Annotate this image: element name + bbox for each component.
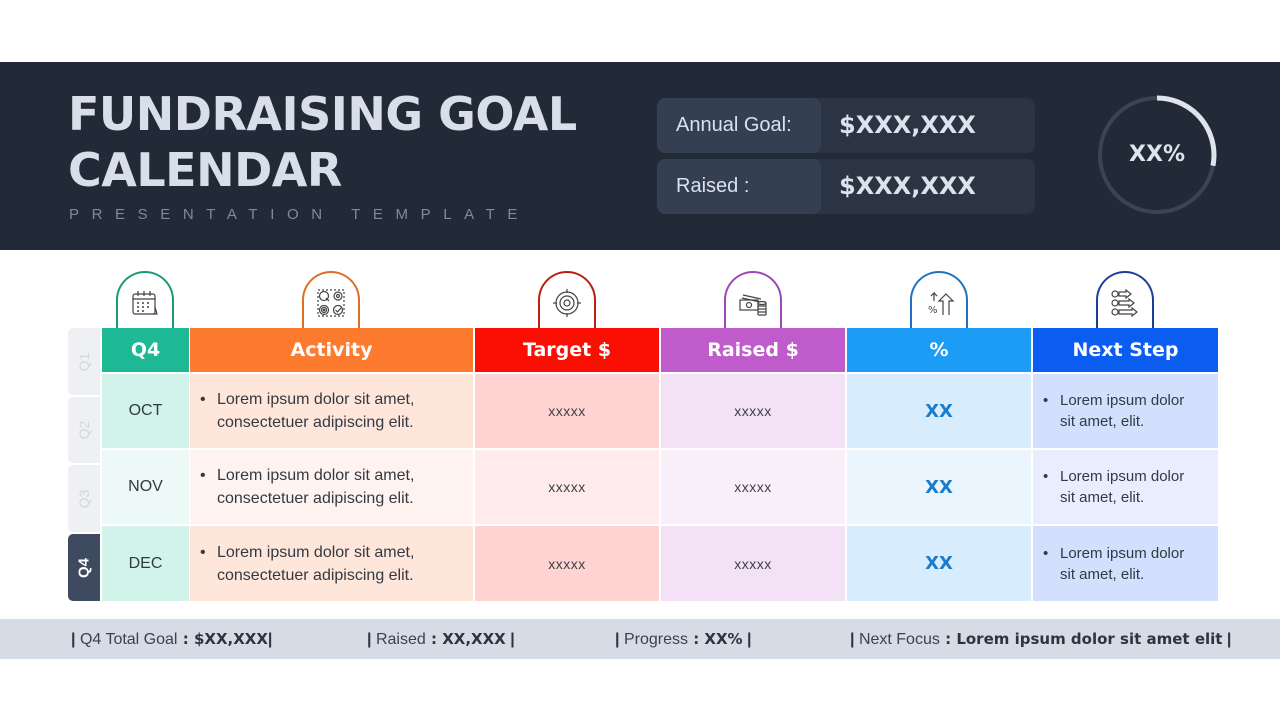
quarter-tab-q1[interactable]: Q1 [68,328,100,395]
column-header-next-step: Next Step [1033,328,1218,372]
percent-growth-icon-tab: % [910,271,968,328]
goal-table: Q4 Activity Target $ Raised $ % Next Ste… [102,328,1218,601]
table-row-nov-next-step: Lorem ipsum dolor sit amet, elit. [1033,450,1218,524]
summary-next-focus-value: Lorem ipsum dolor sit amet elit [956,630,1223,648]
quarter-tab-label: Q4 [75,557,93,578]
table-row-oct-next-step: Lorem ipsum dolor sit amet, elit. [1033,374,1218,448]
table-row-nov-activity: Lorem ipsum dolor sit amet, consectetuer… [190,450,473,524]
summary-raised-label: Raised [375,631,426,648]
money-icon-tab [724,271,782,328]
calendar-icon-tab [116,271,174,328]
summary-raised-value: XX,XXX [442,630,506,648]
next-step-text: Lorem ipsum dolor sit amet, elit. [1033,390,1203,432]
target-icon-tab [538,271,596,328]
summary-progress-value: XX% [704,630,743,648]
page-title: FUNDRAISING GOAL CALENDAR [68,86,577,198]
summary-progress: | Progress : XX% | [615,630,752,648]
strategy-icon [317,288,345,317]
steps-icon [1111,288,1138,317]
table-row-nov-month: NOV [102,450,189,524]
raised-label: Raised : [657,159,821,214]
table-row-nov-percent: XX [847,450,1031,524]
table-row-dec-percent: XX [847,526,1031,601]
header-banner: FUNDRAISING GOAL CALENDAR PRESENTATION T… [0,62,1280,250]
annual-goal-value: $XXX,XXX [839,111,976,139]
summary-progress-label: Progress [623,631,688,648]
table-row-dec-next-step: Lorem ipsum dolor sit amet, elit. [1033,526,1218,601]
summary-next-focus: | Next Focus : Lorem ipsum dolor sit ame… [850,630,1232,648]
column-header-quarter: Q4 [102,328,189,372]
money-icon [739,293,767,316]
title-line-1: FUNDRAISING GOAL [68,87,577,141]
svg-text:%: % [928,305,938,316]
quarter-tab-label: Q1 [76,352,92,371]
next-step-text: Lorem ipsum dolor sit amet, elit. [1033,466,1203,508]
progress-ring [1097,95,1217,215]
quarter-tab-q2[interactable]: Q2 [68,397,100,463]
column-header-raised: Raised $ [661,328,845,372]
summary-total-goal: | Q4 Total Goal : $XX,XXX| [71,630,273,648]
target-icon [553,288,581,317]
table-row-oct-target: xxxxx [475,374,659,448]
percent-growth-icon: % [928,291,955,316]
quarter-tab-label: Q3 [76,489,92,508]
column-header-percent: % [847,328,1031,372]
annual-goal-label: Annual Goal: [657,98,821,153]
table-row-nov-raised: xxxxx [661,450,845,524]
table-row-dec-raised: xxxxx [661,526,845,601]
activity-text: Lorem ipsum dolor sit amet, consectetuer… [190,541,473,587]
page-subtitle: PRESENTATION TEMPLATE [69,206,531,223]
summary-total-goal-value: $XX,XXX [193,630,268,648]
summary-bar: | Q4 Total Goal : $XX,XXX| | Raised : XX… [0,619,1280,659]
quarter-tab-label: Q2 [76,420,92,440]
annual-goal-box: Annual Goal: $XXX,XXX [657,98,1035,153]
column-header-target: Target $ [475,328,659,372]
table-row-oct-raised: xxxxx [661,374,845,448]
summary-next-focus-label: Next Focus [858,631,940,648]
quarter-tab-q4[interactable]: Q4 [68,534,100,601]
column-header-activity: Activity [190,328,473,372]
quarter-tab-q3[interactable]: Q3 [68,465,100,532]
table-row-oct-percent: XX [847,374,1031,448]
summary-total-goal-label: Q4 Total Goal [79,631,178,648]
summary-raised: | Raised : XX,XXX | [367,630,515,648]
table-row-dec-month: DEC [102,526,189,601]
activity-text: Lorem ipsum dolor sit amet, consectetuer… [190,388,473,434]
progress-percent: XX% [1129,142,1185,167]
table-row-oct-month: OCT [102,374,189,448]
table-row-nov-target: xxxxx [475,450,659,524]
next-step-text: Lorem ipsum dolor sit amet, elit. [1033,543,1203,585]
table-row-dec-activity: Lorem ipsum dolor sit amet, consectetuer… [190,526,473,601]
steps-icon-tab [1096,271,1154,328]
strategy-icon-tab [302,271,360,328]
title-line-2: CALENDAR [68,143,342,197]
activity-text: Lorem ipsum dolor sit amet, consectetuer… [190,464,473,510]
table-row-oct-activity: Lorem ipsum dolor sit amet, consectetuer… [190,374,473,448]
table-row-dec-target: xxxxx [475,526,659,601]
raised-box: Raised : $XXX,XXX [657,159,1035,214]
calendar-icon [132,290,158,315]
raised-value: $XXX,XXX [839,172,976,200]
